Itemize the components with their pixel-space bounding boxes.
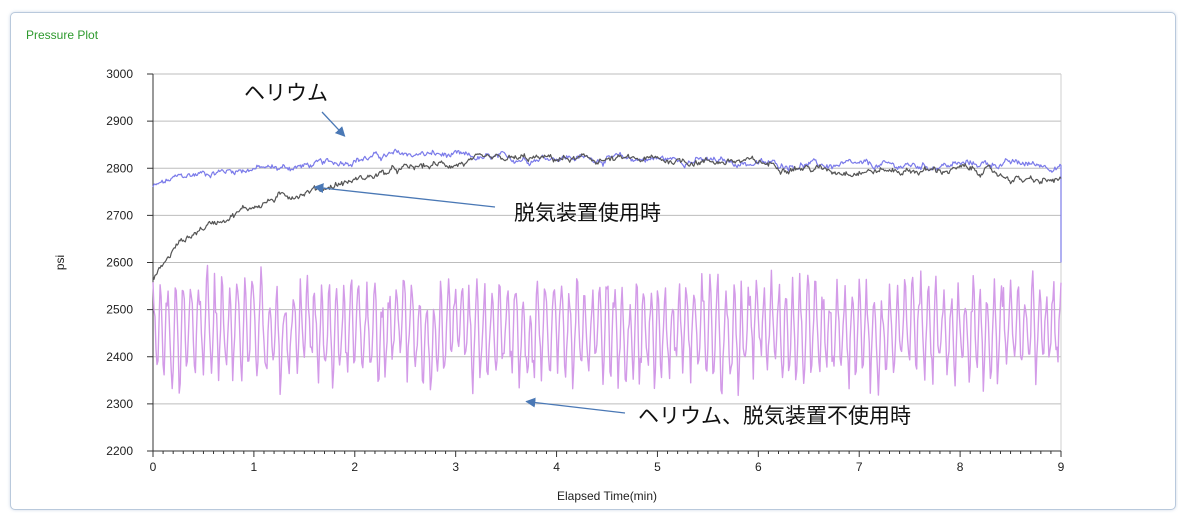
annotation-arrow-2: [313, 183, 496, 208]
annotation-label-1: ヘリウム: [244, 81, 328, 105]
x-tick-label: 6: [755, 460, 762, 474]
x-tick-label: 8: [957, 460, 964, 474]
series-line-1: [152, 148, 1062, 263]
x-tick-label: 3: [452, 460, 459, 474]
chart-title: Pressure Plot: [26, 28, 99, 42]
y-tick-label: 2600: [106, 256, 133, 270]
series-line-3: [152, 264, 1062, 397]
x-tick-label: 9: [1058, 460, 1065, 474]
annotation-arrow-3: [525, 397, 626, 414]
y-tick-label: 2700: [106, 208, 133, 222]
y-tick-label: 2800: [106, 161, 133, 175]
y-axis-title: psi: [53, 255, 67, 270]
x-axis-title: Elapsed Time(min): [557, 489, 657, 503]
y-tick-label: 2500: [106, 303, 133, 317]
y-tick-label: 2200: [106, 444, 133, 458]
y-tick-label: 2300: [106, 397, 133, 411]
annotation-arrow-1: [321, 111, 346, 137]
x-tick-label: 0: [150, 460, 157, 474]
x-tick-label: 7: [856, 460, 863, 474]
x-tick-label: 1: [251, 460, 258, 474]
annotation-label-3: ヘリウム、脱気装置不使用時: [638, 404, 911, 428]
annotation-label-2: 脱気装置使用時: [514, 201, 661, 225]
y-tick-label: 2900: [106, 114, 133, 128]
x-tick-label: 4: [553, 460, 560, 474]
x-tick-label: 2: [351, 460, 358, 474]
y-tick-label: 3000: [106, 67, 133, 81]
x-tick-label: 5: [654, 460, 661, 474]
y-tick-label: 2400: [106, 350, 133, 364]
series-line-2: [152, 153, 1062, 280]
chart-panel: [10, 12, 1176, 510]
